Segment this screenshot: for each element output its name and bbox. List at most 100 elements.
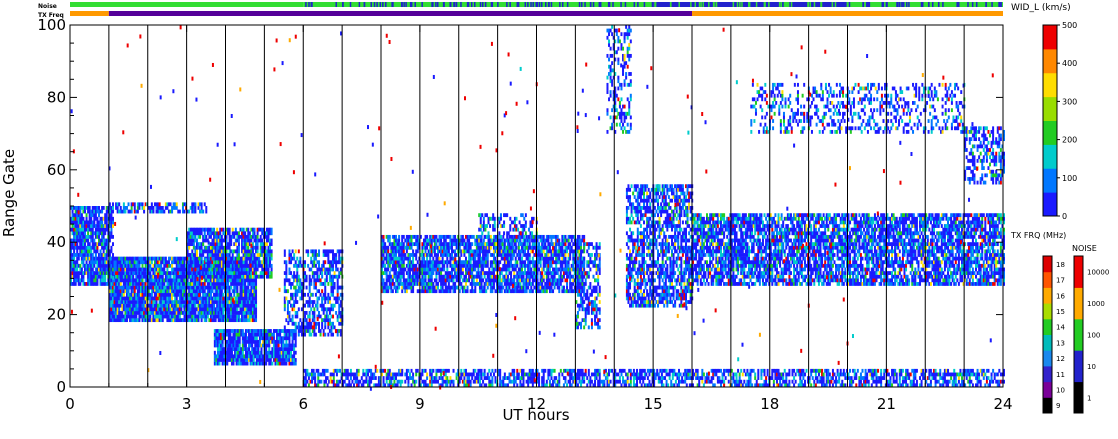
data-point xyxy=(291,318,294,323)
data-point xyxy=(256,238,259,243)
data-point xyxy=(248,347,251,351)
data-point xyxy=(135,314,138,319)
data-point xyxy=(223,285,226,290)
data-point xyxy=(336,274,339,279)
data-point xyxy=(416,289,419,294)
data-point xyxy=(178,310,181,315)
data-point xyxy=(172,292,175,297)
data-point xyxy=(214,267,217,272)
data-point xyxy=(234,358,237,362)
data-point xyxy=(127,209,130,214)
data-point xyxy=(412,289,415,294)
data-point xyxy=(239,307,242,312)
data-point xyxy=(88,245,91,250)
data-point xyxy=(85,213,88,218)
data-point xyxy=(157,303,160,308)
data-point xyxy=(225,256,228,261)
data-point xyxy=(223,300,226,304)
data-point xyxy=(452,267,455,272)
data-point xyxy=(458,249,461,254)
data-point xyxy=(230,260,233,265)
data-point xyxy=(294,278,297,283)
data-point xyxy=(219,242,222,247)
data-point xyxy=(113,289,116,294)
data-point xyxy=(191,310,194,315)
data-point xyxy=(244,318,247,323)
data-point xyxy=(432,271,435,275)
data-point xyxy=(122,267,125,272)
data-point xyxy=(161,318,164,323)
data-point xyxy=(241,300,244,304)
data-point xyxy=(77,213,80,218)
data-point xyxy=(402,260,405,265)
data-point xyxy=(104,267,107,272)
data-point xyxy=(433,278,436,283)
noise-segment-tick xyxy=(536,2,539,7)
data-point xyxy=(308,332,311,337)
data-point xyxy=(272,347,275,351)
data-point xyxy=(147,282,150,286)
data-point xyxy=(133,285,136,290)
data-point xyxy=(268,347,271,351)
data-point xyxy=(214,296,217,301)
data-point xyxy=(242,263,245,268)
data-point xyxy=(219,289,222,294)
data-point xyxy=(152,307,155,312)
data-point xyxy=(251,256,254,261)
data-point xyxy=(211,278,214,283)
noise-segment-tick xyxy=(342,2,344,7)
data-point xyxy=(124,263,127,268)
data-point xyxy=(258,256,261,261)
data-point xyxy=(110,307,113,312)
data-point xyxy=(202,289,205,294)
data-point xyxy=(113,296,116,301)
data-point xyxy=(385,274,388,279)
data-point xyxy=(401,263,404,268)
data-point xyxy=(110,267,113,272)
data-point xyxy=(332,314,335,319)
data-point xyxy=(469,234,472,239)
data-point xyxy=(70,263,72,268)
data-point xyxy=(422,289,425,294)
data-point xyxy=(250,307,253,312)
data-point xyxy=(189,285,192,290)
data-point xyxy=(150,267,153,272)
data-point xyxy=(280,358,283,362)
data-point xyxy=(143,282,146,286)
data-point xyxy=(229,354,232,359)
data-point xyxy=(155,282,158,286)
data-point xyxy=(276,354,279,359)
data-point xyxy=(158,206,161,210)
data-point xyxy=(192,238,195,243)
data-point xyxy=(96,271,99,275)
data-point xyxy=(129,296,132,301)
data-point xyxy=(285,296,288,301)
data-point xyxy=(91,274,94,279)
data-point xyxy=(216,274,219,279)
data-point xyxy=(122,278,125,283)
data-point xyxy=(189,256,192,261)
data-point xyxy=(217,274,220,279)
data-point xyxy=(209,300,212,304)
data-point xyxy=(256,245,259,250)
data-point xyxy=(286,278,289,283)
data-point xyxy=(166,271,169,275)
data-point xyxy=(205,245,208,250)
data-point xyxy=(236,263,239,268)
data-point xyxy=(129,209,132,214)
data-point xyxy=(427,289,430,294)
data-point xyxy=(300,263,303,268)
data-point xyxy=(436,263,439,268)
data-point xyxy=(227,289,230,294)
noise-segment-tick xyxy=(786,2,788,7)
data-point xyxy=(202,227,205,232)
data-point xyxy=(186,209,189,214)
data-point xyxy=(223,260,226,265)
data-point xyxy=(227,350,230,355)
data-point xyxy=(200,307,203,312)
data-point xyxy=(76,224,79,228)
data-point xyxy=(136,260,139,265)
data-point xyxy=(435,260,438,265)
data-point xyxy=(102,234,105,239)
data-point xyxy=(440,242,443,247)
